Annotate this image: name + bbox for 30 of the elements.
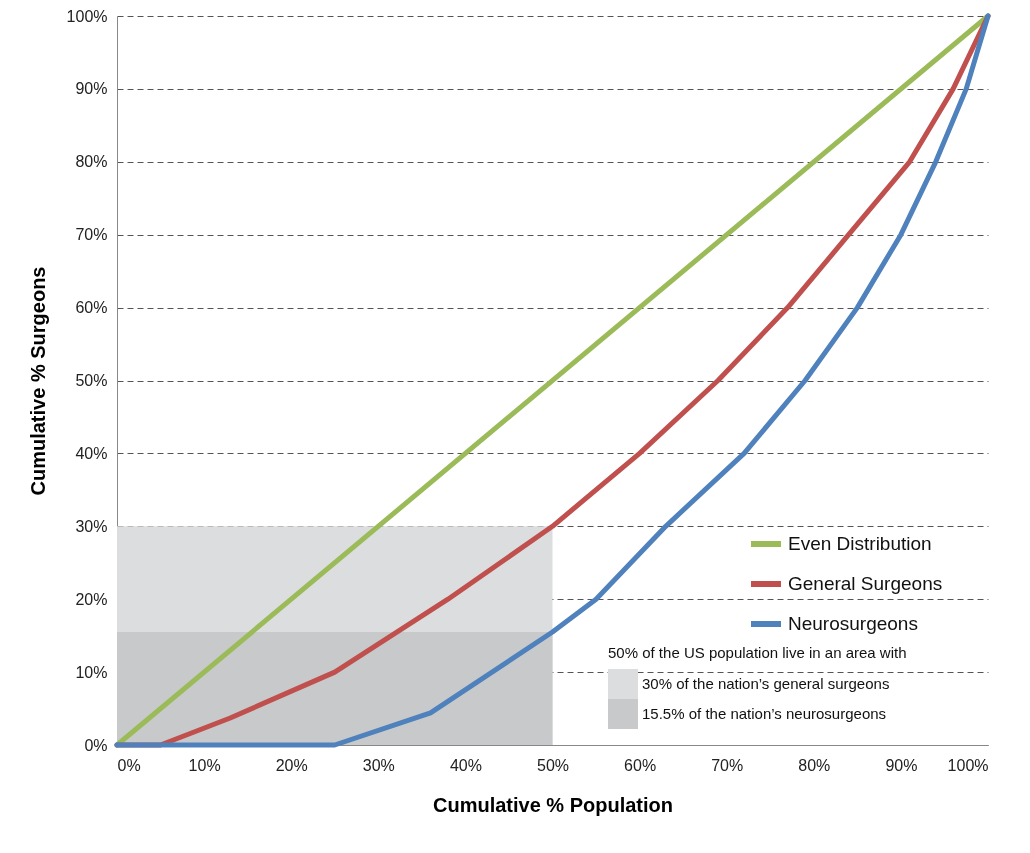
x-tick-label: 30% bbox=[362, 756, 395, 774]
x-tick-label: 50% bbox=[536, 756, 570, 774]
y-tick-label: 40% bbox=[75, 444, 108, 462]
x-axis-title: Cumulative % Population bbox=[432, 793, 674, 816]
legend-label: 30% of the nation’s general surgeons bbox=[642, 675, 890, 692]
y-tick-label: 80% bbox=[75, 153, 108, 171]
y-axis-title: Cumulative % Surgeons bbox=[26, 266, 49, 496]
x-tick-label: 90% bbox=[885, 756, 918, 774]
y-tick-label: 10% bbox=[75, 663, 108, 681]
y-tick-label: 20% bbox=[75, 590, 108, 608]
x-tick-label: 0% bbox=[117, 756, 141, 774]
y-tick-label: 100% bbox=[66, 7, 108, 25]
y-tick-label: 70% bbox=[75, 226, 108, 244]
y-tick-label: 90% bbox=[75, 80, 108, 98]
x-tick-label: 40% bbox=[449, 756, 482, 774]
y-tick-label: 60% bbox=[75, 299, 108, 317]
legend-label: General Surgeons bbox=[788, 573, 943, 594]
annotation: 50% of the US population live in an area with bbox=[608, 644, 907, 661]
legend-label: Even Distribution bbox=[788, 533, 932, 554]
y-tick-label: 30% bbox=[75, 517, 108, 535]
x-tick-label: 20% bbox=[275, 756, 308, 774]
legend-label: Neurosurgeons bbox=[788, 613, 918, 634]
x-tick-label: 70% bbox=[711, 756, 744, 774]
x-tick-label: 60% bbox=[624, 756, 657, 774]
y-tick-label: 50% bbox=[75, 372, 108, 389]
y-tick-label: 0% bbox=[84, 736, 108, 754]
legend-label: 15.5% of the nation’s neurosurgeons bbox=[642, 705, 887, 722]
x-tick-label: 100% bbox=[947, 756, 989, 774]
x-tick-label: 80% bbox=[798, 756, 831, 774]
x-tick-label: 10% bbox=[188, 756, 221, 774]
